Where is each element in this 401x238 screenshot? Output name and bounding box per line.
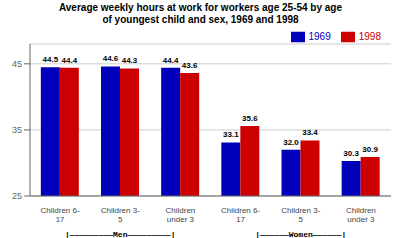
svg-text:|—————————Men—————————|: |—————————Men—————————| <box>65 230 175 238</box>
svg-text:43.6: 43.6 <box>182 61 198 70</box>
svg-text:30.3: 30.3 <box>343 149 359 158</box>
html-text:Average weekly hours at work f: Average weekly hours at work for workers… <box>59 2 342 13</box>
svg-text:Children 3-5: Children 3-5 <box>101 206 140 224</box>
svg-text:25: 25 <box>12 191 22 201</box>
svg-text:35: 35 <box>12 125 22 135</box>
svg-text:35.6: 35.6 <box>242 114 258 123</box>
svg-text:Childrenunder 3: Childrenunder 3 <box>346 206 376 224</box>
svg-text:Childrenunder 3: Childrenunder 3 <box>166 206 196 224</box>
html-text:1969: 1969 <box>308 30 331 42</box>
svg-text:44.4: 44.4 <box>62 56 78 65</box>
html-text:of youngest child and sex, 196: of youngest child and sex, 1969 and 1998 <box>102 14 299 25</box>
svg-text:44.3: 44.3 <box>122 56 138 65</box>
svg-text:44.5: 44.5 <box>43 55 59 64</box>
svg-text:|——————Women——————|: |——————Women——————| <box>255 230 346 238</box>
svg-text:33.1: 33.1 <box>223 130 239 139</box>
svg-text:44.4: 44.4 <box>163 56 179 65</box>
svg-text:Children 6-17: Children 6-17 <box>221 206 260 224</box>
svg-text:Children 3-5: Children 3-5 <box>281 206 320 224</box>
svg-text:33.4: 33.4 <box>302 128 318 137</box>
svg-text:Children 6-17: Children 6-17 <box>41 206 80 224</box>
svg-text:44.6: 44.6 <box>103 54 119 63</box>
html-text:1998: 1998 <box>358 30 381 42</box>
svg-text:32.0: 32.0 <box>283 138 299 147</box>
svg-text:45: 45 <box>12 59 22 69</box>
svg-text:30.9: 30.9 <box>362 145 378 154</box>
